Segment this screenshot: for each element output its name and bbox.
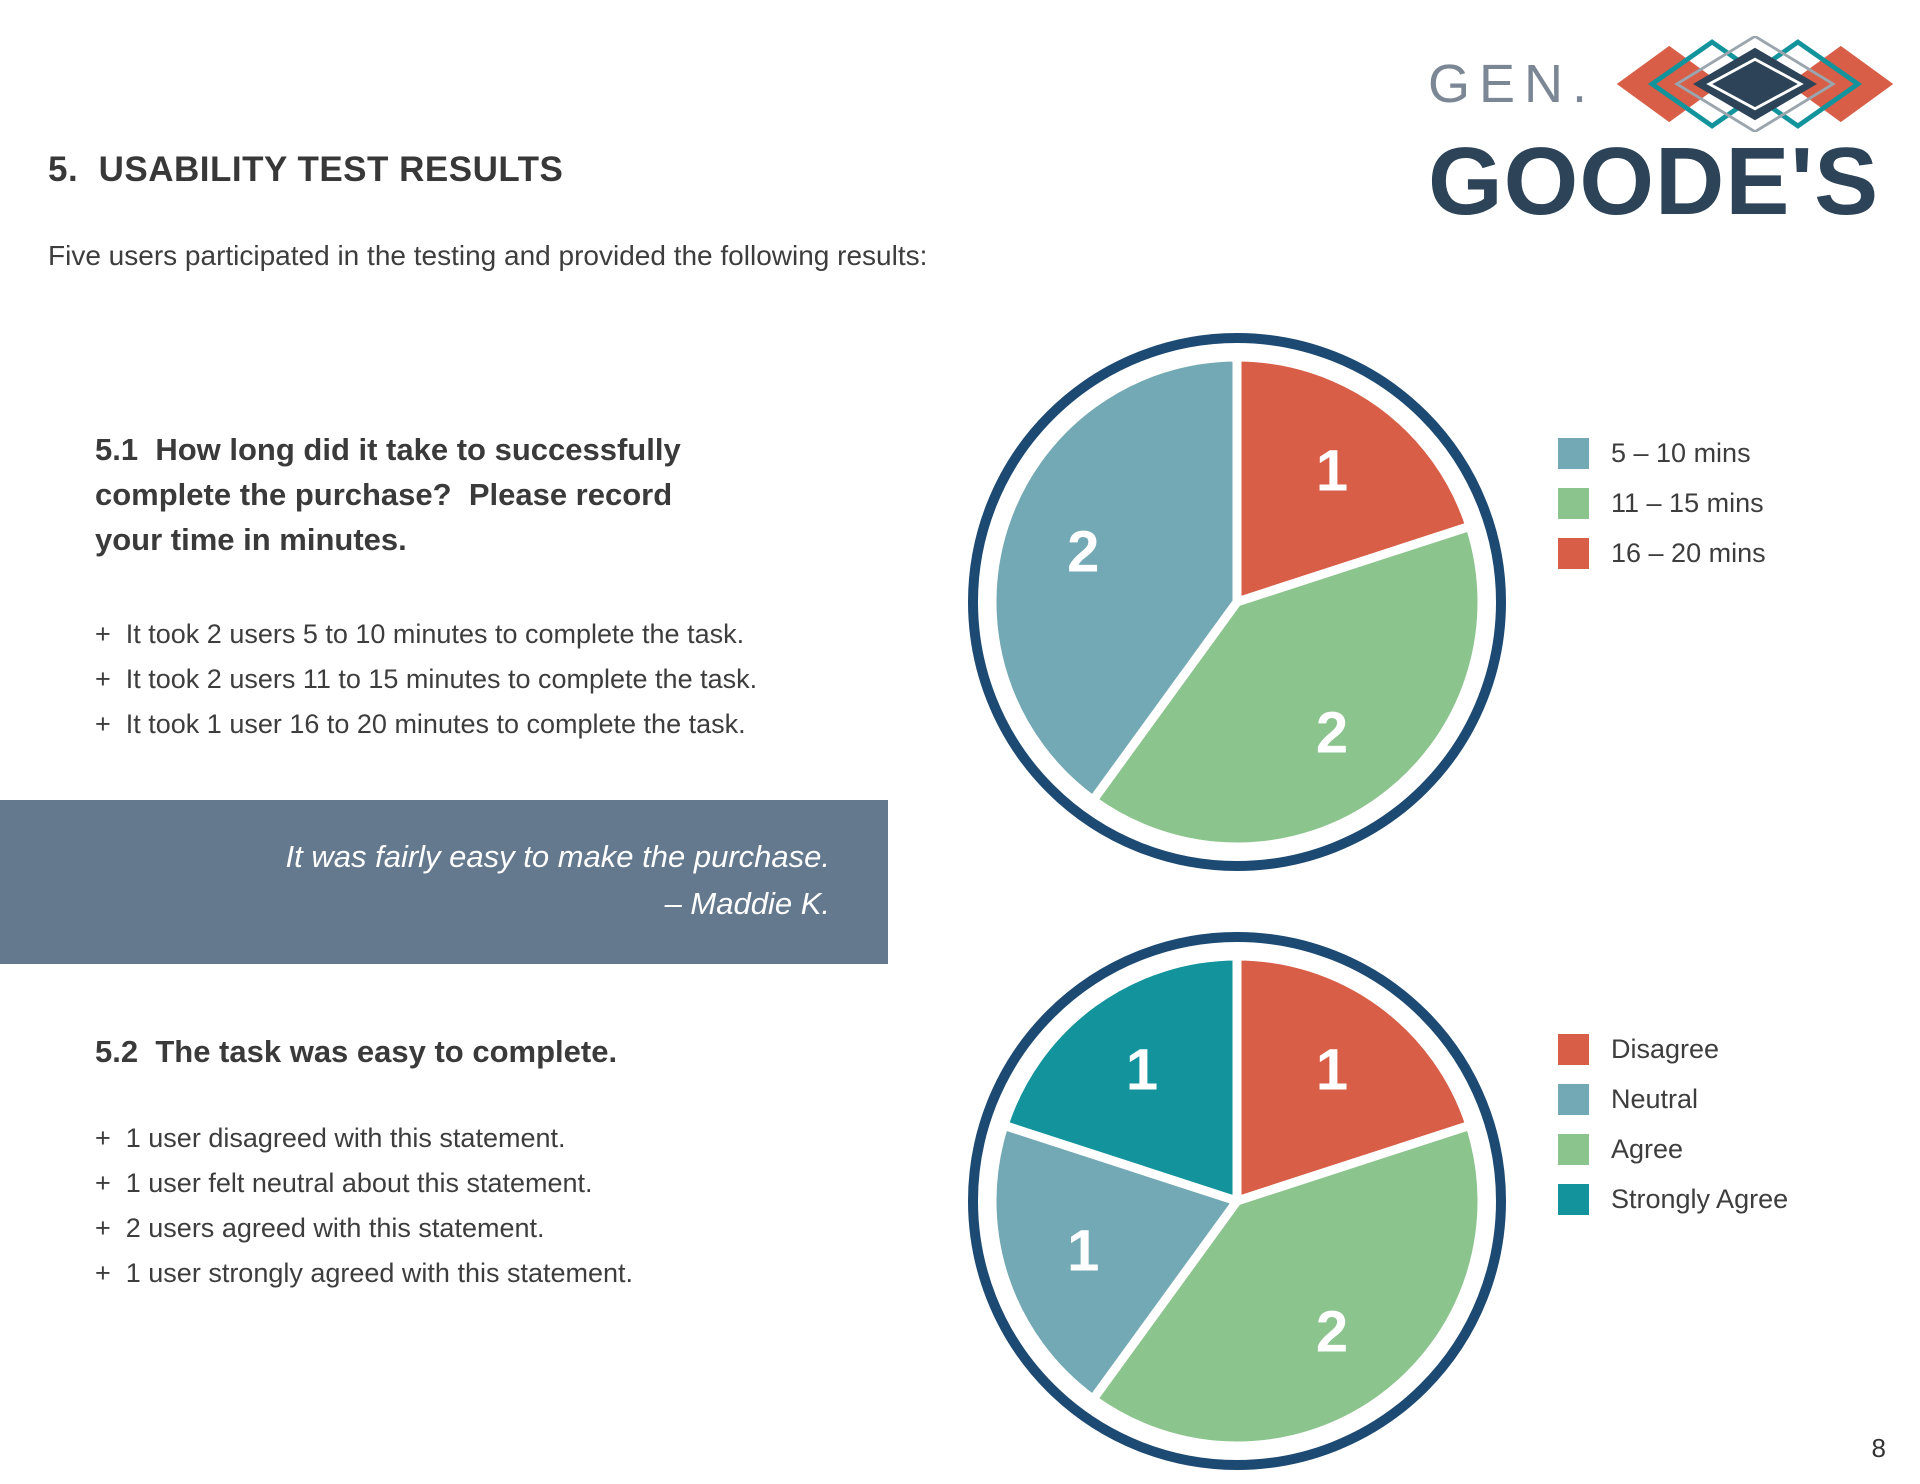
- bullet-item: + It took 1 user 16 to 20 minutes to com…: [95, 709, 746, 739]
- pie-slice: [1088, 521, 1487, 852]
- bullet-item: + 1 user felt neutral about this stateme…: [95, 1168, 593, 1198]
- logo-text-goodes: GOODE'S: [1427, 128, 1880, 235]
- quote-attribution: – Maddie K.: [664, 885, 830, 921]
- bullet-item: + 1 user disagreed with this statement.: [95, 1123, 566, 1153]
- section-5-1-bullets: + It took 2 users 5 to 10 minutes to com…: [95, 612, 757, 747]
- section-5-2-bullets: + 1 user disagreed with this statement. …: [95, 1116, 633, 1296]
- section-5-2-heading: 5.2 The task was easy to complete.: [95, 1034, 618, 1069]
- pie-slice-count: 2: [1316, 700, 1348, 765]
- pie-slice: [1088, 1120, 1487, 1451]
- section-5-1-heading: 5.1 How long did it take to successfully…: [95, 432, 681, 557]
- legend-item: Neutral: [1558, 1084, 1788, 1115]
- legend-label: Disagree: [1611, 1034, 1720, 1064]
- legend-swatch: [1558, 1134, 1589, 1165]
- page-number: 8: [1871, 1433, 1886, 1463]
- legend-item: 16 – 20 mins: [1558, 538, 1766, 569]
- pie-slice-count: 1: [1067, 1219, 1099, 1284]
- pie-outer-ring: [968, 333, 1506, 871]
- pie-slice-count: 1: [1316, 1038, 1348, 1103]
- legend-time-to-complete: 5 – 10 mins 11 – 15 mins 16 – 20 mins: [1558, 438, 1766, 569]
- legend-item: Disagree: [1558, 1034, 1788, 1065]
- pie-slice: [999, 951, 1242, 1206]
- legend-item: 5 – 10 mins: [1558, 438, 1766, 469]
- intro-text: Five users participated in the testing a…: [48, 240, 928, 271]
- legend-item: 11 – 15 mins: [1558, 488, 1766, 519]
- legend-label: Strongly Agree: [1611, 1184, 1789, 1214]
- pie-slice-count: 2: [1067, 520, 1099, 585]
- legend-task-easy: Disagree Neutral Agree Strongly Agree: [1558, 1034, 1788, 1215]
- logo-text-gen: GEN.: [1427, 54, 1596, 114]
- pie-slice-count: 1: [1316, 439, 1348, 504]
- legend-swatch: [1558, 438, 1589, 469]
- legend-swatch: [1558, 1084, 1589, 1115]
- legend-swatch: [1558, 488, 1589, 519]
- brand-logo: GEN. GOODE'S: [1428, 36, 1898, 230]
- bullet-item: + 2 users agreed with this statement.: [95, 1213, 545, 1243]
- legend-swatch: [1558, 538, 1589, 569]
- pie-outer-ring: [968, 932, 1506, 1470]
- bullet-item: + It took 2 users 11 to 15 minutes to co…: [95, 664, 758, 694]
- pie-chart-task-easy: 1 2 1 1: [968, 932, 1506, 1470]
- quote-callout: It was fairly easy to make the purchase.…: [0, 800, 888, 964]
- legend-item: Agree: [1558, 1134, 1788, 1165]
- logo-top-row: GEN.: [1428, 36, 1898, 132]
- pie-slice-count: 2: [1316, 1299, 1348, 1364]
- pie-slice: [987, 352, 1242, 805]
- legend-swatch: [1558, 1034, 1589, 1065]
- legend-label: Neutral: [1611, 1084, 1699, 1114]
- pie-chart-time-to-complete: 1 2 2: [968, 333, 1506, 871]
- page-title: 5. USABILITY TEST RESULTS: [48, 150, 564, 189]
- pie-slice-count: 1: [1126, 1038, 1158, 1103]
- quote-text: It was fairly easy to make the purchase.: [285, 839, 830, 874]
- legend-label: Agree: [1611, 1134, 1684, 1164]
- bullet-item: + 1 user strongly agreed with this state…: [95, 1258, 634, 1288]
- pie-slice: [987, 1120, 1242, 1404]
- legend-label: 11 – 15 mins: [1611, 488, 1764, 518]
- legend-label: 16 – 20 mins: [1611, 538, 1766, 568]
- legend-label: 5 – 10 mins: [1611, 438, 1751, 468]
- logo-diamonds-icon: [1616, 36, 1894, 132]
- legend-item: Strongly Agree: [1558, 1184, 1788, 1215]
- legend-swatch: [1558, 1184, 1589, 1215]
- bullet-item: + It took 2 users 5 to 10 minutes to com…: [95, 619, 745, 649]
